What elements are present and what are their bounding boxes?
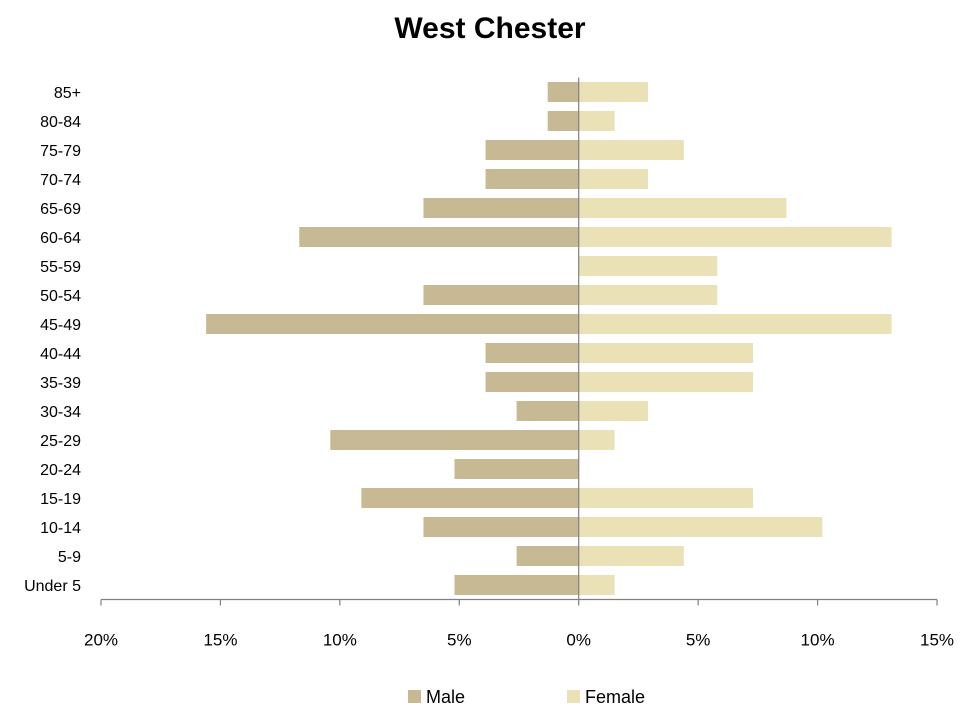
bar-female-50-54 — [578, 285, 718, 305]
category-label-70-74: 70-74 — [40, 172, 81, 189]
male-bars — [206, 82, 579, 595]
bar-female-45-49 — [578, 314, 892, 334]
category-label-35-39: 35-39 — [40, 375, 81, 392]
bar-male-25-29 — [330, 430, 579, 450]
x-tick-label: 20% — [84, 631, 118, 650]
bar-male-15-19 — [361, 488, 579, 508]
bar-female-10-14 — [578, 517, 823, 537]
legend-swatch-male — [408, 690, 421, 703]
bar-male-80-84 — [547, 111, 579, 131]
x-tick-label: 5% — [447, 631, 472, 650]
x-tick-label: 5% — [686, 631, 711, 650]
bar-female-25-29 — [578, 430, 615, 450]
category-label-65-69: 65-69 — [40, 201, 81, 218]
bar-male-30-34 — [516, 401, 579, 421]
category-label-85-: 85+ — [54, 85, 81, 102]
category-labels: Under 5 5-9 10-14 15-19 20-24 25-29 30-34 35-39… — [24, 85, 81, 595]
category-label-15-19: 15-19 — [40, 491, 81, 508]
bar-female-15-19 — [578, 488, 754, 508]
x-axis-ticks: 20% 15% 10% 5% 0% 5% 10% 15% — [84, 599, 954, 650]
category-label-55-59: 55-59 — [40, 259, 81, 276]
x-tick-label: 10% — [323, 631, 357, 650]
category-label-50-54: 50-54 — [40, 288, 81, 305]
female-bars — [578, 82, 892, 595]
bar-female-55-59 — [578, 256, 718, 276]
bar-female-80-84 — [578, 111, 615, 131]
bar-male-45-49 — [206, 314, 579, 334]
legend: Male Female — [408, 687, 645, 707]
x-tick-label: 0% — [566, 631, 591, 650]
category-label-40-44: 40-44 — [40, 346, 81, 363]
legend-label-female: Female — [585, 687, 645, 707]
bar-male-75-79 — [485, 140, 579, 160]
x-tick-label: 15% — [920, 631, 954, 650]
category-label-under-5: Under 5 — [24, 578, 81, 595]
category-label-25-29: 25-29 — [40, 433, 81, 450]
bar-male-5-9 — [516, 546, 579, 566]
category-label-30-34: 30-34 — [40, 404, 81, 421]
bar-female-75-79 — [578, 140, 684, 160]
bar-female-under-5 — [578, 575, 615, 595]
bar-female-85- — [578, 82, 648, 102]
bar-male-60-64 — [299, 227, 579, 247]
bar-female-65-69 — [578, 198, 787, 218]
bar-male-under-5 — [454, 575, 579, 595]
category-label-80-84: 80-84 — [40, 114, 81, 131]
bar-female-35-39 — [578, 372, 754, 392]
bar-female-30-34 — [578, 401, 648, 421]
legend-swatch-female — [567, 690, 580, 703]
x-tick-label: 15% — [203, 631, 237, 650]
category-label-10-14: 10-14 — [40, 520, 81, 537]
category-label-5-9: 5-9 — [58, 549, 81, 566]
bar-female-70-74 — [578, 169, 648, 189]
category-label-75-79: 75-79 — [40, 143, 81, 160]
bar-male-85- — [547, 82, 579, 102]
chart-title: West Chester — [394, 12, 586, 45]
bar-female-5-9 — [578, 546, 684, 566]
bar-male-10-14 — [423, 517, 579, 537]
bar-female-40-44 — [578, 343, 754, 363]
legend-label-male: Male — [426, 687, 465, 707]
bar-male-35-39 — [485, 372, 579, 392]
bar-male-65-69 — [423, 198, 579, 218]
bar-female-60-64 — [578, 227, 892, 247]
category-label-60-64: 60-64 — [40, 230, 81, 247]
category-label-20-24: 20-24 — [40, 462, 81, 479]
bar-male-40-44 — [485, 343, 579, 363]
x-tick-label: 10% — [801, 631, 835, 650]
category-label-45-49: 45-49 — [40, 317, 81, 334]
bar-male-20-24 — [454, 459, 579, 479]
bar-male-70-74 — [485, 169, 579, 189]
bar-male-50-54 — [423, 285, 579, 305]
